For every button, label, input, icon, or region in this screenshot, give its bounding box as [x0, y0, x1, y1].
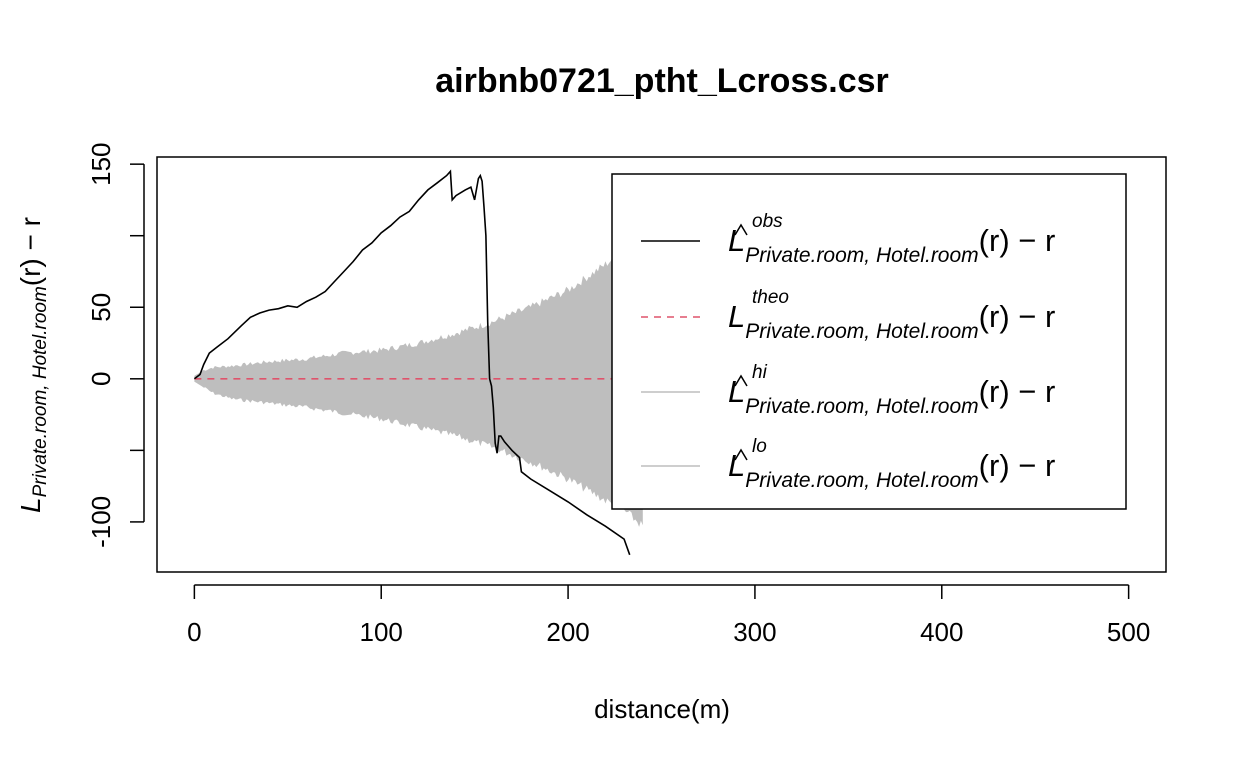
y-axis-label-suffix: (r) − r — [15, 217, 46, 286]
envelope-band-layer — [194, 237, 643, 527]
chart-title: airbnb0721_ptht_Lcross.csr — [435, 62, 889, 100]
legend-hat-hi — [734, 374, 748, 387]
y-axis-label: LPrivate.room, Hotel.room(r) − r — [15, 217, 51, 513]
y-tick-label: 0 — [86, 372, 116, 386]
y-axis-label-main: L — [15, 497, 46, 513]
legend-label-theo: LPrivate.room, Hotel.room(r) − r — [728, 299, 1055, 343]
x-tick-label: 0 — [187, 617, 201, 647]
y-tick-label: 50 — [86, 293, 116, 322]
legend-label-lo: LPrivate.room, Hotel.room(r) − r — [728, 448, 1055, 492]
legend-box — [611, 173, 1127, 510]
legend-hat-lo — [734, 448, 748, 461]
y-ticks: -100 0 50 150 — [86, 143, 145, 548]
legend-label-obs: LPrivate.room, Hotel.room(r) − r — [728, 223, 1055, 267]
x-axis-label: distance(m) — [594, 694, 730, 724]
legend-hat-obs — [734, 223, 748, 236]
x-tick-label: 100 — [360, 617, 403, 647]
y-tick-label: 150 — [86, 143, 116, 186]
x-tick-label: 400 — [920, 617, 963, 647]
svg-text:LPrivate.room, Hotel.room(r) −: LPrivate.room, Hotel.room(r) − r — [15, 217, 51, 513]
y-axis-label-subscript: Private.room, Hotel.room — [30, 286, 51, 497]
legend-label-hi: LPrivate.room, Hotel.room(r) − r — [728, 374, 1055, 418]
legend: LPrivate.room, Hotel.room(r) − robsLPriv… — [611, 173, 1127, 510]
x-tick-label: 200 — [546, 617, 589, 647]
x-tick-label: 500 — [1107, 617, 1150, 647]
legend-sup-hi: hi — [752, 362, 768, 383]
axes-layer — [156, 156, 1167, 573]
envelope-band — [194, 237, 643, 527]
legend-sup-obs: obs — [752, 211, 783, 232]
plot-frame — [156, 156, 1167, 573]
legend-sup-theo: theo — [752, 287, 789, 308]
y-tick-label: -100 — [86, 496, 116, 548]
obs-line — [193, 169, 631, 556]
legend-sup-lo: lo — [752, 436, 767, 457]
x-tick-label: 300 — [733, 617, 776, 647]
x-ticks: 0 100 200 300 400 500 — [187, 584, 1150, 647]
